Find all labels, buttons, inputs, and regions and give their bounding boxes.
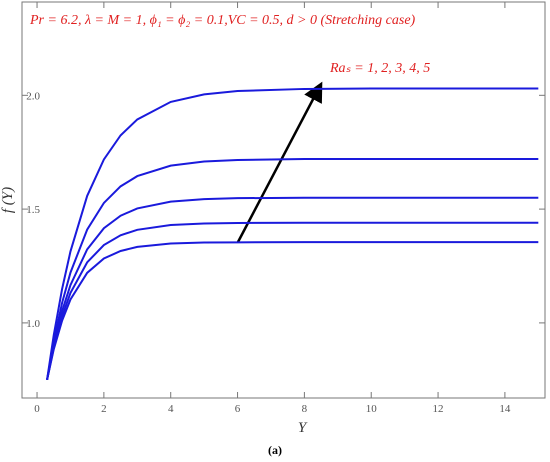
plot-frame	[21, 1, 546, 399]
x-tick-label: 6	[235, 403, 241, 415]
line	[46, 221, 539, 380]
annotation: Pr = 6.2, λ = M = 1, ϕ₁ = ϕ₂ = 0.1,VC = …	[29, 13, 416, 28]
line	[46, 241, 539, 381]
y-tick-label: 1.5	[26, 204, 40, 216]
line	[46, 87, 539, 380]
line	[46, 158, 539, 380]
annotation: Raₛ = 1, 2, 3, 4, 5	[329, 61, 430, 76]
x-tick-label: 2	[101, 403, 107, 415]
y-tick-label: 1.0	[26, 318, 40, 330]
x-tick-label: 14	[499, 403, 511, 415]
caption: (a)	[268, 443, 282, 457]
x-axis-label: Y	[298, 420, 308, 436]
x-tick-label: 0	[34, 403, 40, 415]
y-axis-label: f (Y)	[0, 187, 16, 213]
x-tick-label: 12	[433, 403, 444, 415]
line	[46, 196, 539, 380]
arrow	[236, 81, 323, 243]
x-tick-label: 8	[302, 403, 308, 415]
x-tick-label: 10	[366, 403, 378, 415]
x-tick-label: 4	[168, 403, 174, 415]
y-tick-label: 2.0	[26, 90, 40, 102]
